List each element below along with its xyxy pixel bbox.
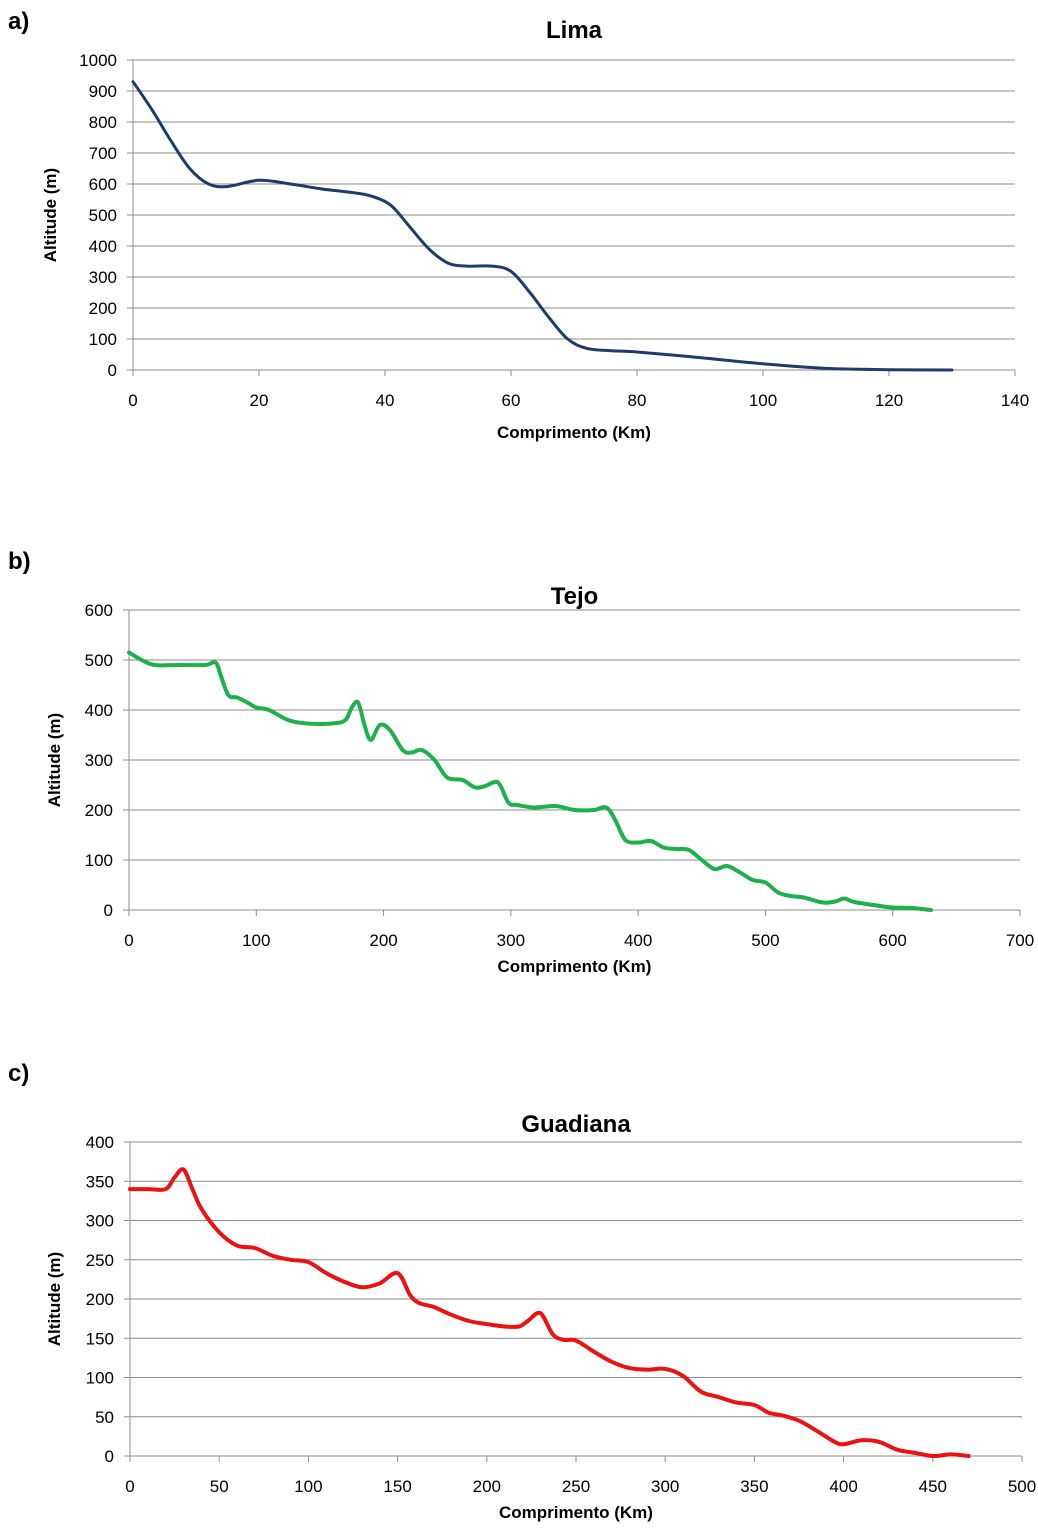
lima-chart-title: Lima [546, 17, 603, 44]
lima-chart: Lima 0 100 200 300 400 500 600 700 800 900 1000 0 20 4… [41, 17, 1029, 442]
tejo-x-tick-label: 500 [751, 931, 779, 950]
guadiana-y-tick-label: 250 [86, 1251, 114, 1270]
chart-panel-guadiana: c) Guadiana 0 50 100 150 200 250 300 350 400 0 50 10… [0, 1060, 1038, 1528]
lima-x-tick-label: 0 [128, 391, 137, 410]
guadiana-y-tick-label: 150 [86, 1329, 114, 1348]
guadiana-x-axis-label: Comprimento (Km) [499, 1503, 653, 1522]
lima-x-tick-label: 60 [502, 391, 521, 410]
guadiana-y-tick-label: 50 [95, 1408, 114, 1427]
lima-y-tick-label: 200 [89, 299, 117, 318]
lima-y-tick-label: 900 [89, 82, 117, 101]
chart-panel-tejo: b) Tejo 0 100 200 300 400 500 600 0 100 200 300 400 5… [0, 540, 1038, 990]
lima-y-tick-label: 0 [108, 361, 117, 380]
lima-y-tick-label: 500 [89, 206, 117, 225]
guadiana-x-tick-label: 350 [740, 1477, 768, 1496]
lima-y-tick-label: 400 [89, 237, 117, 256]
panel-label-a: a) [8, 8, 30, 35]
chart-panel-lima: a) Lima 0 100 200 300 400 500 600 700 800 900 1000 0… [0, 0, 1038, 470]
guadiana-y-tick-label: 300 [86, 1212, 114, 1231]
lima-x-axis-label: Comprimento (Km) [497, 423, 651, 442]
lima-x-tick-label: 100 [749, 391, 777, 410]
tejo-y-tick-label: 500 [85, 651, 113, 670]
guadiana-x-tick-label: 200 [473, 1477, 501, 1496]
tejo-x-tick-label: 100 [242, 931, 270, 950]
guadiana-profile-line [128, 1167, 971, 1459]
guadiana-y-tick-label: 0 [105, 1447, 114, 1466]
tejo-x-tick-label: 300 [497, 931, 525, 950]
lima-x-tick-label: 140 [1001, 391, 1029, 410]
lima-y-tick-label: 300 [89, 268, 117, 287]
tejo-x-tick-label: 200 [369, 931, 397, 950]
guadiana-y-tick-label: 200 [86, 1290, 114, 1309]
tejo-y-axis-label: Altitude (m) [45, 713, 64, 807]
guadiana-x-tick-label: 150 [383, 1477, 411, 1496]
tejo-y-tick-label: 300 [85, 751, 113, 770]
guadiana-x-tick-label: 50 [210, 1477, 229, 1496]
guadiana-chart-title: Guadiana [521, 1111, 631, 1138]
tejo-x-tick-label: 700 [1006, 931, 1034, 950]
panel-label-c: c) [8, 1060, 30, 1087]
lima-y-tick-label: 100 [89, 330, 117, 349]
guadiana-y-tick-label: 400 [86, 1133, 114, 1152]
lima-x-tick-label: 120 [875, 391, 903, 410]
lima-y-tick-label: 600 [89, 175, 117, 194]
guadiana-x-tick-label: 100 [294, 1477, 322, 1496]
lima-x-tick-label: 80 [628, 391, 647, 410]
guadiana-chart: Guadiana 0 50 100 150 200 250 300 350 400 0 50 100 15… [45, 1111, 1036, 1522]
lima-x-tick-label: 20 [250, 391, 269, 410]
tejo-x-tick-label: 0 [124, 931, 133, 950]
guadiana-x-tick-label: 500 [1008, 1477, 1036, 1496]
tejo-y-tick-label: 600 [85, 601, 113, 620]
panel-label-b: b) [8, 548, 31, 575]
tejo-profile-line [127, 650, 933, 912]
guadiana-x-tick-label: 250 [562, 1477, 590, 1496]
lima-y-tick-label: 1000 [79, 51, 117, 70]
tejo-y-tick-label: 200 [85, 801, 113, 820]
guadiana-x-tick-label: 450 [919, 1477, 947, 1496]
tejo-y-tick-label: 400 [85, 701, 113, 720]
tejo-chart-title: Tejo [551, 583, 599, 610]
guadiana-y-axis-label: Altitude (m) [45, 1252, 64, 1346]
tejo-y-tick-label: 100 [85, 851, 113, 870]
tejo-y-tick-label: 0 [104, 901, 113, 920]
guadiana-y-tick-label: 100 [86, 1369, 114, 1388]
tejo-x-axis-label: Comprimento (Km) [498, 957, 652, 976]
tejo-x-tick-label: 600 [879, 931, 907, 950]
lima-y-tick-label: 800 [89, 113, 117, 132]
guadiana-x-tick-label: 300 [651, 1477, 679, 1496]
guadiana-y-tick-label: 350 [86, 1172, 114, 1191]
lima-y-tick-label: 700 [89, 144, 117, 163]
lima-y-axis-label: Altitude (m) [41, 168, 60, 262]
tejo-x-tick-label: 400 [624, 931, 652, 950]
lima-profile-line [131, 80, 954, 372]
tejo-chart: Tejo 0 100 200 300 400 500 600 0 100 200 300 400 500 6… [45, 583, 1034, 976]
lima-x-tick-label: 40 [376, 391, 395, 410]
guadiana-x-tick-label: 400 [829, 1477, 857, 1496]
guadiana-x-tick-label: 0 [125, 1477, 134, 1496]
